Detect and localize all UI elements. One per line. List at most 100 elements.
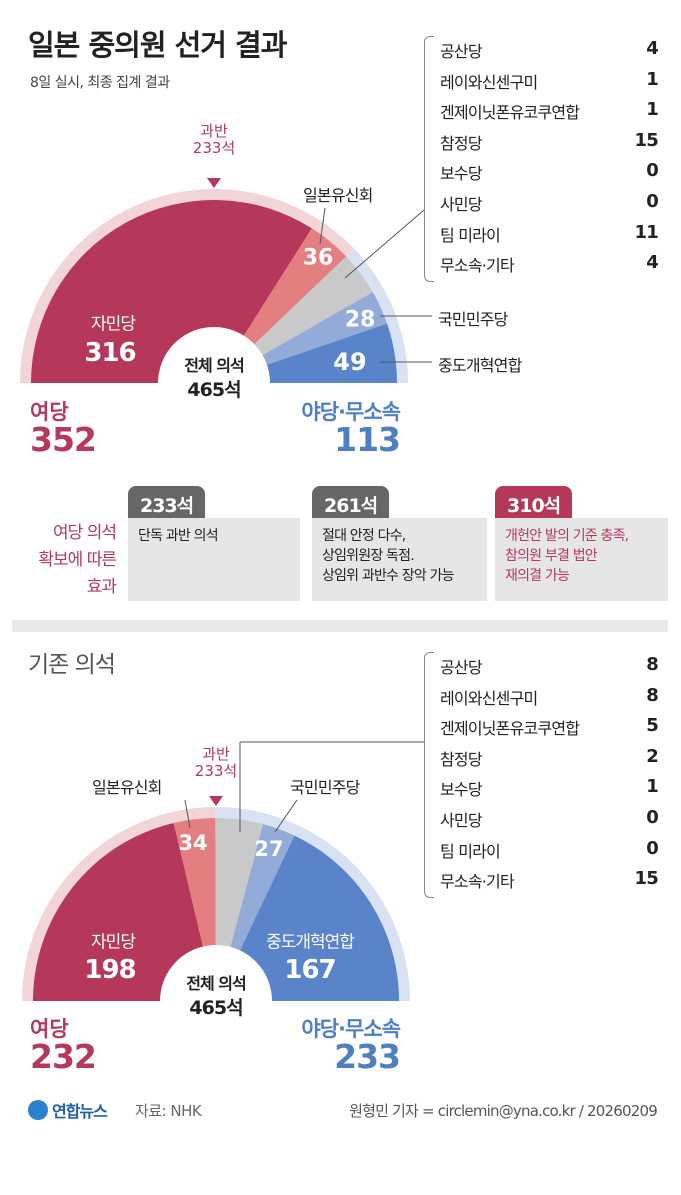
party-seats: 2: [646, 745, 659, 767]
dpfp-value-2: 27: [254, 837, 284, 861]
ldp-value-1: 316: [84, 338, 136, 368]
majority-marker-icon: [207, 178, 221, 188]
seat-wedge-1: [173, 818, 216, 947]
seat-wedge-3: [262, 292, 388, 365]
section-divider: [12, 620, 668, 632]
party-name: 레이와신센구미: [440, 688, 538, 708]
party-seats: 8: [646, 654, 659, 675]
opposition-label-2: 야당·무소속: [301, 1017, 401, 1041]
others-list-row: 참정당 15: [440, 129, 659, 161]
party-seats: 5: [646, 715, 659, 737]
party-name: 겐제이닛폰유코쿠연합: [440, 103, 580, 123]
effect-seats-261: 261석: [312, 486, 390, 518]
seat-wedge-4: [239, 835, 399, 1001]
opposition-value-2: 233: [334, 1037, 401, 1076]
party-name: 무소속·기타: [440, 256, 515, 276]
party-name: 레이와신센구미: [440, 72, 538, 92]
effect-text-261: 절대 안정 다수, 상임위원장 독점. 상임위 과반수 장악 가능: [312, 518, 487, 601]
ishin-callout-1: 일본유신회: [303, 186, 373, 205]
total-seats-1: 전체 의석 465석: [184, 356, 244, 401]
party-seats: 0: [646, 806, 659, 828]
ishin-value-2: 34: [178, 831, 208, 855]
seat-wedge-0: [31, 199, 312, 383]
party-seats: 4: [646, 252, 659, 274]
party-name: 팀 미라이: [440, 841, 501, 861]
total-seats-2: 전체 의석 465석: [186, 974, 246, 1019]
party-seats: 15: [634, 868, 659, 890]
dpfp-callout-1: 국민민주당: [438, 310, 508, 329]
others-list-row: 보수당 0: [440, 160, 659, 191]
party-seats: 1: [646, 68, 659, 90]
seat-wedge-1: [243, 228, 347, 345]
opposition-label-1: 야당·무소속: [301, 400, 401, 424]
source: 자료: NHK: [135, 1102, 202, 1120]
seat-wedge-2: [254, 256, 373, 356]
party-seats: 8: [646, 684, 659, 706]
others-list-row: 공산당 4: [440, 38, 659, 69]
party-name: 사민당: [440, 810, 483, 830]
effect-text-233: 단독 과반 의석: [128, 518, 300, 601]
party-seats: 1: [646, 99, 659, 121]
others-list-row: 무소속·기타 4: [440, 252, 659, 283]
party-seats: 15: [634, 129, 659, 151]
page-subtitle: 8일 실시, 최종 집계 결과: [30, 75, 170, 91]
party-seats: 0: [646, 160, 659, 182]
effect-seats-310: 310석: [495, 486, 573, 518]
dpfp-leader-2: [274, 799, 298, 833]
party-seats: 11: [634, 221, 659, 243]
others-list-row: 보수당 1: [440, 776, 659, 807]
party-name: 보수당: [440, 164, 483, 184]
dpfp-value-1: 28: [344, 307, 376, 333]
ruling-label-2: 여당: [30, 1017, 69, 1041]
ishin-value-1: 36: [302, 245, 334, 271]
ishin-leader-1: [319, 207, 326, 245]
ldp-label-2: 자민당: [91, 932, 136, 953]
ldp-label-1: 자민당: [91, 314, 136, 335]
party-seats: 1: [646, 776, 659, 798]
ruling-value-1: 352: [30, 420, 97, 459]
seat-wedge-2: [215, 818, 264, 947]
others-list-row: 사민당 0: [440, 806, 659, 838]
dpfp-callout-2: 국민민주당: [290, 778, 360, 797]
yonhap-logo: 연합뉴스: [28, 1098, 108, 1122]
ldp-value-2: 198: [84, 955, 136, 985]
others-bracket-2: [424, 652, 434, 898]
effects-label: 여당 의석 확보에 따른 효과: [38, 523, 117, 597]
others-list-row: 사민당 0: [440, 190, 659, 222]
seat-wedge-4: [266, 323, 397, 383]
ishin-leader-2: [184, 799, 191, 829]
ruling-ring: [22, 807, 216, 1001]
others-list-row: 무소속·기타 15: [440, 868, 659, 899]
cra-value-1: 49: [333, 348, 367, 376]
ishin-callout-2: 일본유신회: [92, 778, 162, 797]
others-list-row: 팀 미라이 0: [440, 838, 659, 869]
party-name: 공산당: [440, 42, 483, 61]
ruling-label-1: 여당: [30, 400, 69, 424]
party-name: 참정당: [440, 133, 483, 153]
others-list-row: 레이와신센구미 1: [440, 68, 659, 100]
party-name: 참정당: [440, 749, 483, 769]
majority-label-1: 과반 233석: [192, 122, 236, 157]
majority-marker-icon: [209, 796, 223, 806]
party-name: 공산당: [440, 658, 483, 677]
cra-value-2: 167: [284, 955, 336, 985]
cra-callout-1: 중도개혁연합: [438, 356, 522, 375]
others-list-row: 레이와신센구미 8: [440, 684, 659, 716]
yonhap-globe-icon: [28, 1100, 48, 1120]
others-list-row: 공산당 8: [440, 654, 659, 685]
party-seats: 0: [646, 190, 659, 212]
effect-seats-233: 233석: [128, 486, 206, 518]
party-name: 사민당: [440, 194, 483, 214]
opposition-value-1: 113: [334, 420, 401, 459]
party-seats: 4: [646, 38, 659, 59]
party-name: 겐제이닛폰유코쿠연합: [440, 719, 580, 739]
others-leader-1: [344, 209, 425, 279]
others-list-row: 참정당 2: [440, 745, 659, 777]
others-list-row: 겐제이닛폰유코쿠연합 5: [440, 715, 659, 746]
party-name: 보수당: [440, 780, 483, 800]
others-list-row: 겐제이닛폰유코쿠연합 1: [440, 99, 659, 130]
party-name: 무소속·기타: [440, 872, 515, 892]
ruling-value-2: 232: [30, 1037, 97, 1076]
majority-label-2: 과반 233석: [194, 745, 238, 780]
